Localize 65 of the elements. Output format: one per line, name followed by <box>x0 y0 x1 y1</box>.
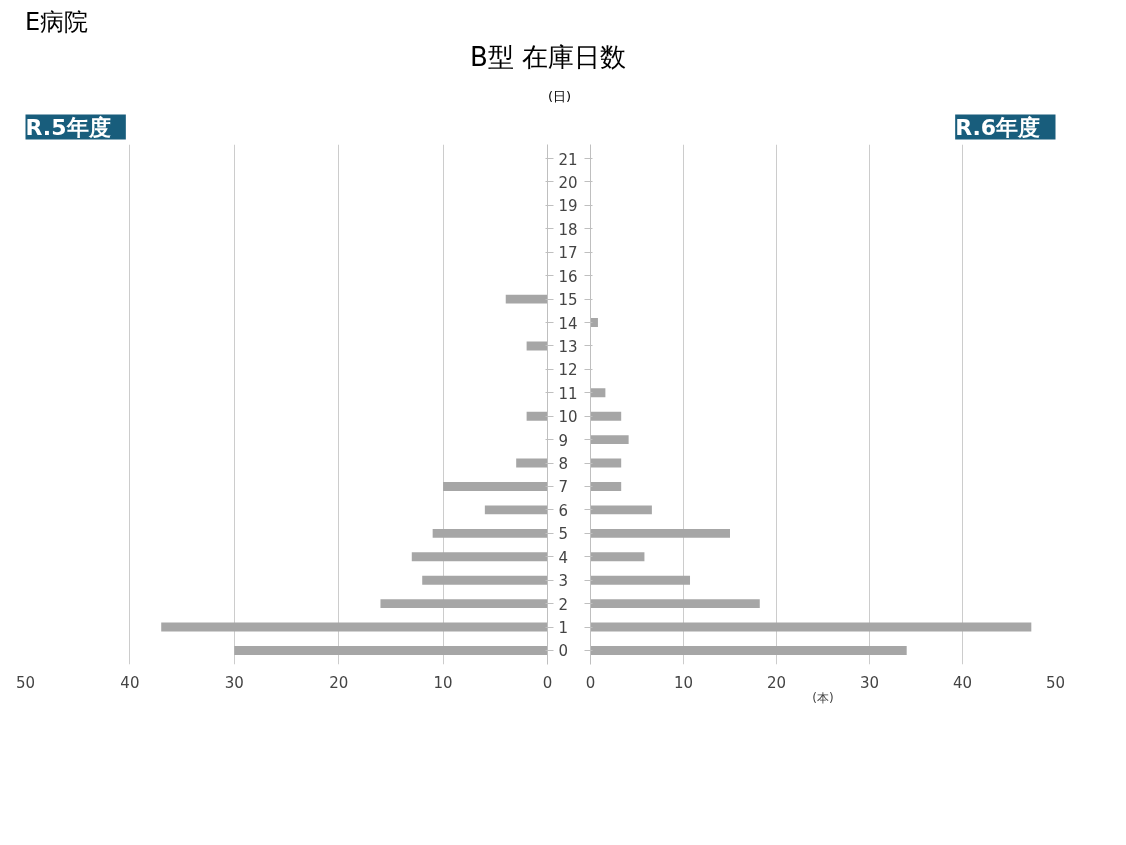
bar <box>590 482 622 491</box>
x-tick-label: 50 <box>1045 673 1066 692</box>
bar <box>590 411 622 421</box>
y-tick-label: 12 <box>558 361 578 380</box>
bar <box>526 411 548 421</box>
y-tick-label: 14 <box>558 314 578 333</box>
y-tick-label: 11 <box>558 384 578 403</box>
y-tick-label: 21 <box>558 150 578 169</box>
bar <box>526 341 548 351</box>
bar <box>590 528 730 538</box>
y-tick-label: 13 <box>558 337 578 356</box>
chart-subtitle: R.6年度 <box>955 114 1041 140</box>
bar <box>484 505 548 515</box>
bar <box>161 622 548 632</box>
bar <box>234 645 548 655</box>
bar <box>590 599 760 609</box>
y-tick-label: 15 <box>558 291 578 310</box>
y-tick-label: 9 <box>558 431 569 450</box>
x-tick-label: 10 <box>673 673 694 692</box>
x-tick-label: 0 <box>585 673 596 692</box>
bar <box>432 528 548 538</box>
bar <box>590 318 598 327</box>
chart-subtitle: R.5年度 <box>25 114 111 140</box>
bar <box>380 599 548 609</box>
bar <box>590 458 622 468</box>
y-tick-label: 18 <box>558 220 578 239</box>
x-axis-title: (本) <box>812 690 834 705</box>
x-tick-label: 20 <box>329 673 349 692</box>
bar <box>516 458 548 468</box>
y-tick-label: 10 <box>558 408 578 427</box>
x-tick-label: 0 <box>542 673 553 692</box>
y-tick-label: 16 <box>558 267 578 286</box>
x-tick-label: 10 <box>433 673 453 692</box>
bar <box>590 435 629 445</box>
bar <box>590 505 652 515</box>
x-tick-label: 30 <box>224 673 244 692</box>
bar <box>590 388 606 398</box>
y-tick-label: 6 <box>558 501 569 520</box>
y-tick-label: 19 <box>558 197 578 216</box>
y-tick-label: 20 <box>558 173 578 192</box>
bar <box>590 645 907 655</box>
x-tick-label: 40 <box>952 673 973 692</box>
y-tick-label: 2 <box>558 595 569 614</box>
y-tick-label: 0 <box>558 642 569 661</box>
y-tick-label: 17 <box>558 244 578 263</box>
bar <box>590 575 691 585</box>
y-tick-label: 7 <box>558 478 569 497</box>
text: E病院 <box>25 7 89 38</box>
bar <box>590 552 645 562</box>
y-tick-label: 8 <box>558 455 569 474</box>
bar <box>590 622 1032 632</box>
bar <box>411 552 548 562</box>
x-tick-label: 50 <box>15 673 36 692</box>
y-tick-label: 1 <box>558 619 569 638</box>
y-tick-label: 4 <box>558 548 569 567</box>
y-tick-label: 5 <box>558 525 569 544</box>
bar <box>505 294 548 304</box>
bar <box>443 482 548 491</box>
y-axis-title: (日) <box>548 88 572 107</box>
x-tick-label: 30 <box>859 673 880 692</box>
y-tick-label: 3 <box>558 572 569 591</box>
bar <box>422 575 548 585</box>
x-tick-label: 20 <box>766 673 787 692</box>
chart-title: B型 在庫日数 <box>470 41 627 75</box>
x-tick-label: 40 <box>120 673 140 692</box>
